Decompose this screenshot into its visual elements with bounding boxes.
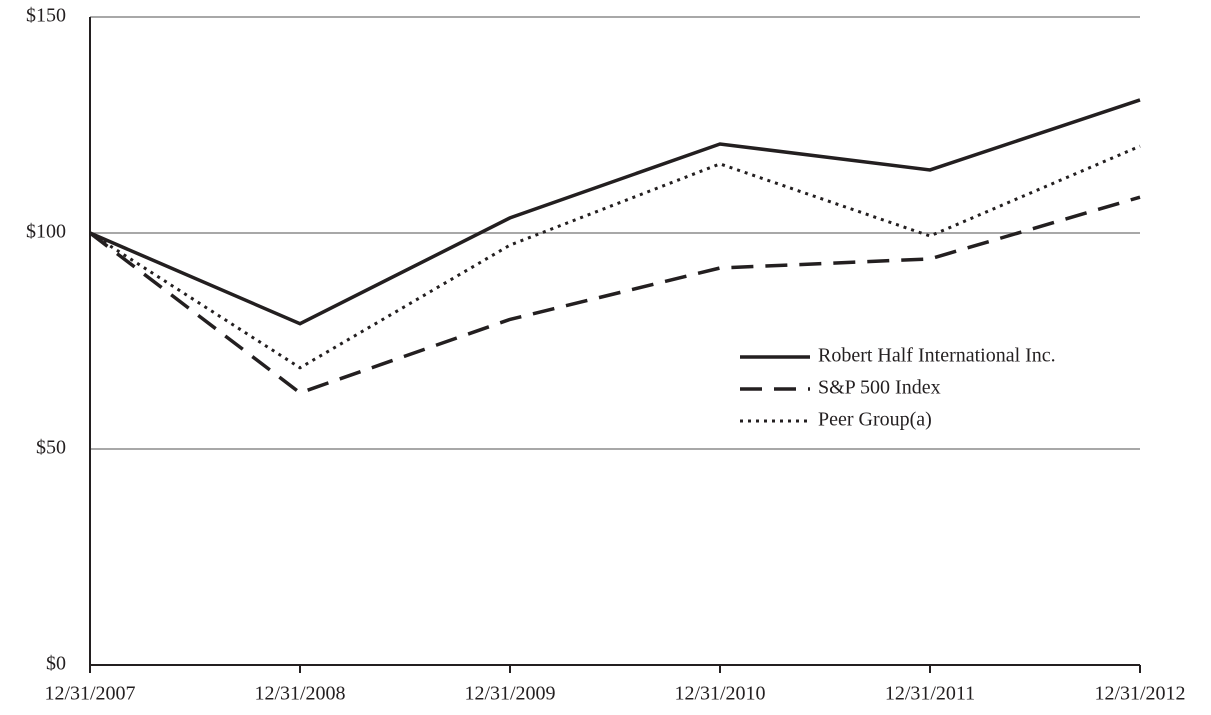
legend-label: Peer Group(a): [818, 409, 932, 431]
y-tick-label: $150: [26, 5, 66, 27]
x-tick-label: 12/31/2012: [1094, 683, 1185, 705]
legend-label: S&P 500 Index: [818, 377, 941, 399]
y-tick-label: $50: [36, 437, 66, 459]
x-tick-label: 12/31/2008: [254, 683, 345, 705]
legend-label: Robert Half International Inc.: [818, 345, 1056, 367]
y-tick-label: $100: [26, 221, 66, 243]
x-tick-label: 12/31/2009: [464, 683, 555, 705]
series-line: [88, 195, 1141, 395]
series-line: [89, 98, 1141, 326]
series-line: [89, 144, 1141, 370]
x-tick-label: 12/31/2010: [674, 683, 765, 705]
x-tick-label: 12/31/2007: [44, 683, 135, 705]
x-tick-label: 12/31/2011: [885, 683, 975, 705]
y-tick-label: $0: [46, 653, 66, 675]
